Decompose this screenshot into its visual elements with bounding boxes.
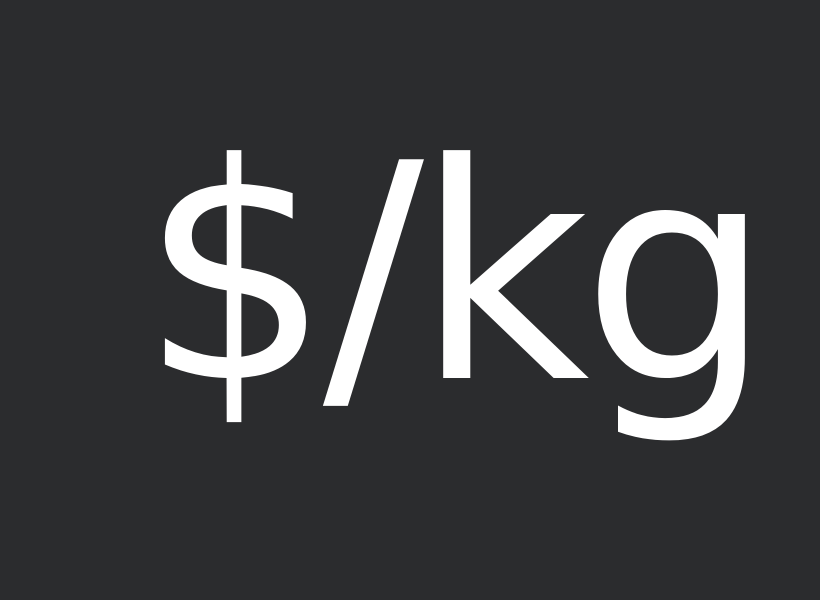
unit-label: $/kg [140, 100, 772, 449]
